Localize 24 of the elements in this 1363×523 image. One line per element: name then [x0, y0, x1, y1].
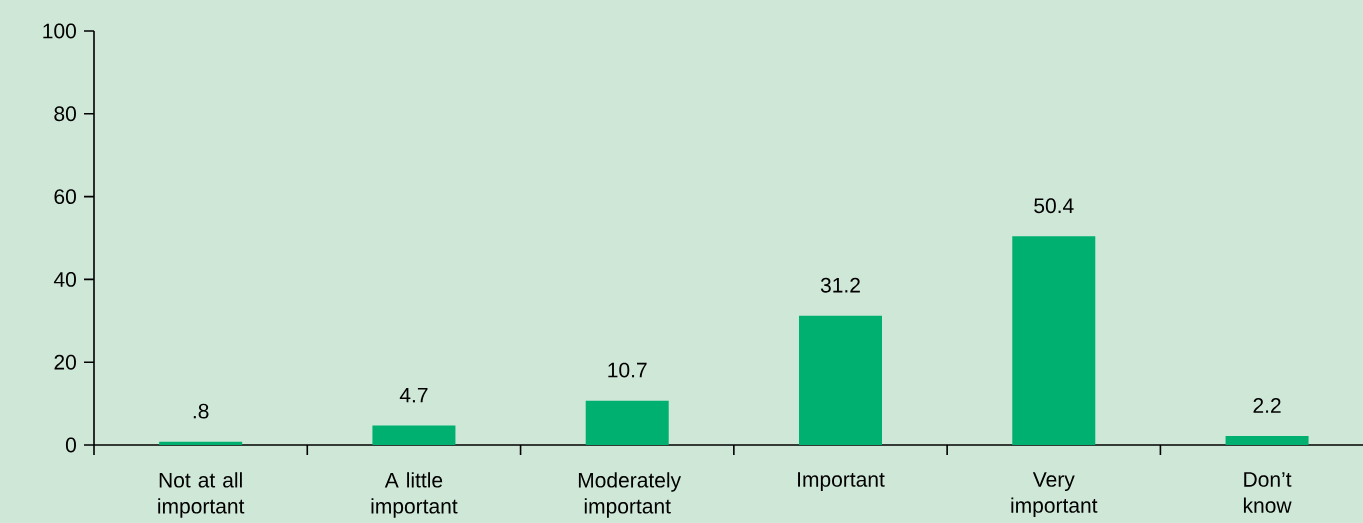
x-tick-label: Important: [798, 472, 885, 492]
data-label: 31.2: [820, 277, 860, 293]
x-tick-label: Don’t know: [1243, 472, 1292, 513]
x-tick-label: Not at all important: [158, 472, 245, 518]
y-tick-label: 60: [54, 189, 76, 205]
x-tick-label: A little important: [371, 472, 458, 518]
bar: [798, 315, 882, 445]
y-tick-label: 0: [65, 437, 76, 453]
x-tick-label: Very important: [1011, 472, 1098, 518]
x-tick-label: Moderately important: [578, 472, 682, 518]
bar: [1012, 236, 1096, 445]
bar: [372, 425, 456, 445]
y-tick-label: 40: [53, 271, 76, 287]
data-label: .8: [193, 403, 209, 419]
bar: [159, 441, 243, 445]
y-tick-label: 80: [54, 106, 76, 122]
y-tick-label: 100: [43, 23, 76, 39]
bar: [1225, 435, 1309, 445]
y-tick-label: 20: [54, 354, 76, 370]
data-label: 10.7: [608, 362, 647, 378]
data-label: 2.2: [1253, 398, 1281, 413]
data-label: 50.4: [1034, 198, 1074, 214]
data-label: 4.7: [399, 387, 428, 403]
bar: [585, 400, 669, 445]
